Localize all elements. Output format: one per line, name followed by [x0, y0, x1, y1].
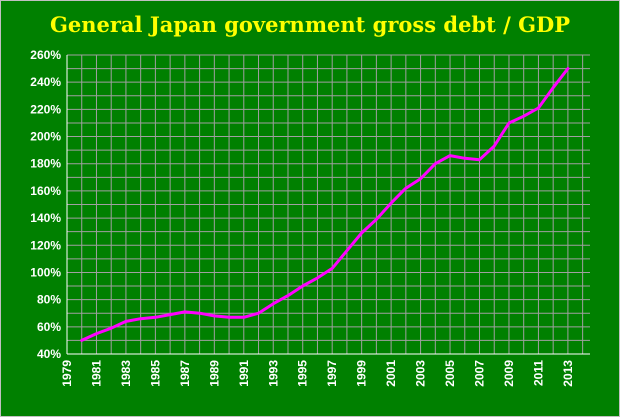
y-tick-label: 220%: [30, 102, 61, 116]
y-tick-labels: 40% 60% 80% 100% 120% 140% 160% 180% 200% 220% 240…: [30, 48, 61, 361]
x-tick-label: 2013: [561, 360, 575, 387]
x-tick-label: 1997: [325, 360, 339, 387]
x-tick-label: 1999: [355, 360, 369, 387]
y-tick-label: 140%: [30, 211, 61, 225]
series-line: [80, 67, 570, 342]
y-tick-label: 200%: [30, 130, 61, 144]
x-tick-labels: 1979 1981 1983 1985 1987 1989 1991 1993 1995 1997…: [60, 360, 575, 387]
x-tick-label: 1983: [119, 360, 133, 387]
x-tick-label: 1989: [207, 360, 221, 387]
x-tick-label: 1995: [296, 360, 310, 387]
x-tick-label: 1987: [178, 360, 192, 387]
series-layer: [80, 67, 570, 342]
x-tick-label: 1991: [237, 360, 251, 387]
grid-lines: [66, 54, 590, 355]
x-tick-label: 1979: [60, 360, 74, 387]
y-tick-label: 240%: [30, 75, 61, 89]
y-tick-label: 120%: [30, 238, 61, 252]
y-tick-label: 180%: [30, 157, 61, 171]
x-tick-label: 1985: [148, 360, 162, 387]
x-tick-label: 2005: [443, 360, 457, 387]
axes: [66, 55, 590, 355]
y-tick-label: 260%: [30, 48, 61, 62]
y-tick-label: 100%: [30, 265, 61, 279]
x-tick-label: 2011: [531, 360, 545, 386]
x-tick-label: 2007: [473, 360, 487, 387]
y-tick-label: 60%: [37, 320, 61, 334]
x-tick-label: 2003: [414, 360, 428, 387]
chart-title: General Japan government gross debt / GD…: [49, 12, 571, 37]
x-tick-label: 1993: [266, 360, 280, 387]
y-tick-label: 40%: [37, 347, 61, 361]
x-tick-label: 2009: [502, 360, 516, 387]
y-tick-label: 160%: [30, 184, 61, 198]
y-tick-label: 80%: [37, 293, 61, 307]
x-tick-label: 2001: [384, 360, 398, 387]
x-tick-label: 1981: [89, 360, 103, 387]
